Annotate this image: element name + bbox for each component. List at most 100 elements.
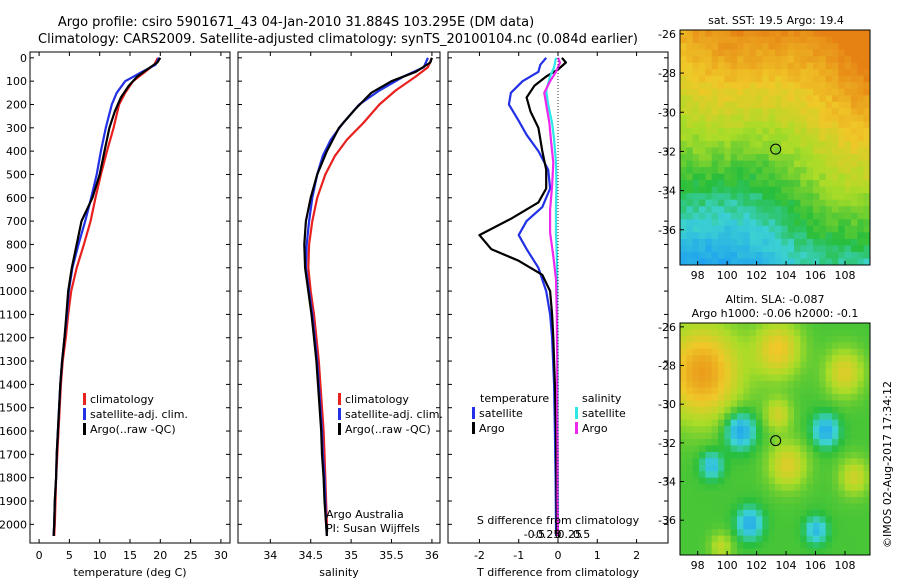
map-sla-cell — [749, 374, 757, 382]
map-sla-cell — [762, 509, 770, 517]
map-sla-cell — [781, 323, 789, 330]
map-sla-cell — [680, 445, 687, 453]
map-sst-cell — [762, 36, 770, 44]
map-sla-cell — [730, 323, 738, 330]
map-sla-cell — [699, 458, 706, 466]
map-sla-cell — [737, 497, 744, 504]
map-sst-cell — [781, 114, 789, 122]
map-sst-cell — [692, 108, 700, 116]
map-sst-cell — [711, 180, 719, 188]
map-sst-cell — [730, 69, 738, 77]
map-sla-cell — [825, 335, 833, 343]
map-sla-cell — [705, 509, 713, 517]
map-sst-cell — [863, 121, 871, 129]
map-sla-cell — [730, 464, 738, 472]
map-sla-cell — [787, 451, 795, 459]
map-sst-cell — [724, 251, 732, 259]
map-sst-cell — [857, 56, 865, 64]
map-sla-cell — [730, 413, 738, 421]
map-sla-cell — [838, 458, 846, 466]
map-sst-cell — [775, 49, 782, 57]
map-sst-cell — [749, 206, 757, 214]
map-sla-cell — [844, 471, 852, 479]
map-sla-cell — [749, 323, 757, 330]
map-sst-cell — [768, 238, 776, 246]
map-sst-cell — [800, 121, 808, 129]
map-sst-cell — [762, 114, 770, 122]
map-sst-cell — [787, 173, 795, 181]
map-sla-cell — [749, 361, 757, 369]
legend-climatology-swatch — [83, 393, 86, 405]
map-sst-cell — [724, 121, 732, 129]
map-sla-cell — [787, 335, 795, 343]
map-sla-cell — [844, 361, 852, 369]
map-sla-cell — [775, 503, 782, 511]
map-sst-cell — [819, 225, 827, 233]
map-sst-cell — [711, 258, 719, 266]
map-sst-cell — [832, 69, 839, 77]
map-sla-cell — [806, 471, 814, 479]
map-sst-cell — [711, 206, 719, 214]
map-sst-cell — [749, 56, 757, 64]
map-sla-cell — [756, 522, 763, 530]
map-sla-cell — [711, 368, 719, 375]
map-sst-cell — [686, 225, 694, 233]
map-sla-cell — [737, 342, 744, 350]
map-sla-cell — [844, 484, 852, 491]
map-sst-cell — [825, 193, 833, 201]
map-sst-cell — [775, 82, 782, 90]
map-sst-cell — [724, 62, 732, 70]
map-sst-cell — [800, 251, 808, 259]
map-sla-cell — [844, 374, 852, 382]
map-sst-cell — [863, 160, 871, 168]
map-sst-cell — [844, 186, 852, 194]
map-sst-cell — [680, 245, 687, 253]
map-sla-cell — [800, 406, 808, 414]
map-sla-cell — [768, 432, 776, 440]
map-sla-cell — [699, 497, 706, 504]
map-sst-cell — [743, 225, 751, 233]
map-sla-cell — [806, 426, 814, 433]
map-sst-cell — [794, 49, 801, 57]
map-sst-cell — [737, 101, 744, 109]
map-sst-cell — [794, 258, 801, 266]
map-sst-cell — [838, 219, 846, 227]
map-sla-cell — [794, 535, 801, 543]
map-sst-cell — [692, 232, 700, 240]
map-sla-cell — [686, 393, 694, 401]
map-sla-cell — [768, 355, 776, 363]
map-sla-cell — [686, 548, 694, 556]
map-sst-cell — [819, 101, 827, 109]
map-sla-cell — [762, 529, 770, 537]
map-sla-cell — [730, 529, 738, 537]
map-sst-cell — [724, 101, 732, 109]
map-sla-cell — [775, 329, 782, 337]
map-sla-cell — [699, 529, 706, 537]
map-sla-cell — [781, 335, 789, 343]
depth-tick-label: 1000 — [0, 285, 27, 298]
map-sla-cell — [844, 535, 852, 543]
map-sst-cell — [737, 225, 744, 233]
map-sla-cell — [819, 419, 827, 427]
map-sst-cell — [813, 160, 820, 168]
map-sla-cell — [838, 335, 846, 343]
map-sst-cell — [851, 167, 858, 175]
map-sst-cell — [813, 193, 820, 201]
legend-argo-swatch — [338, 423, 341, 435]
map-sla-cell — [851, 529, 858, 537]
map-sla-cell — [737, 490, 744, 498]
map-sst-cell — [794, 127, 801, 135]
map-sst-cell — [692, 206, 700, 214]
map-sst-cell — [680, 140, 687, 148]
map-sla-cell — [863, 400, 871, 408]
map-sst-cell — [832, 95, 839, 103]
map-sst-cell — [718, 245, 725, 253]
map-sla-cell — [756, 458, 763, 466]
map-sst-cell — [762, 62, 770, 70]
map-sla-cell — [857, 509, 865, 517]
map-sla-cell — [800, 503, 808, 511]
map-sla-cell — [711, 535, 719, 543]
map-sla-cell — [787, 471, 795, 479]
map-sst-cell — [737, 173, 744, 181]
